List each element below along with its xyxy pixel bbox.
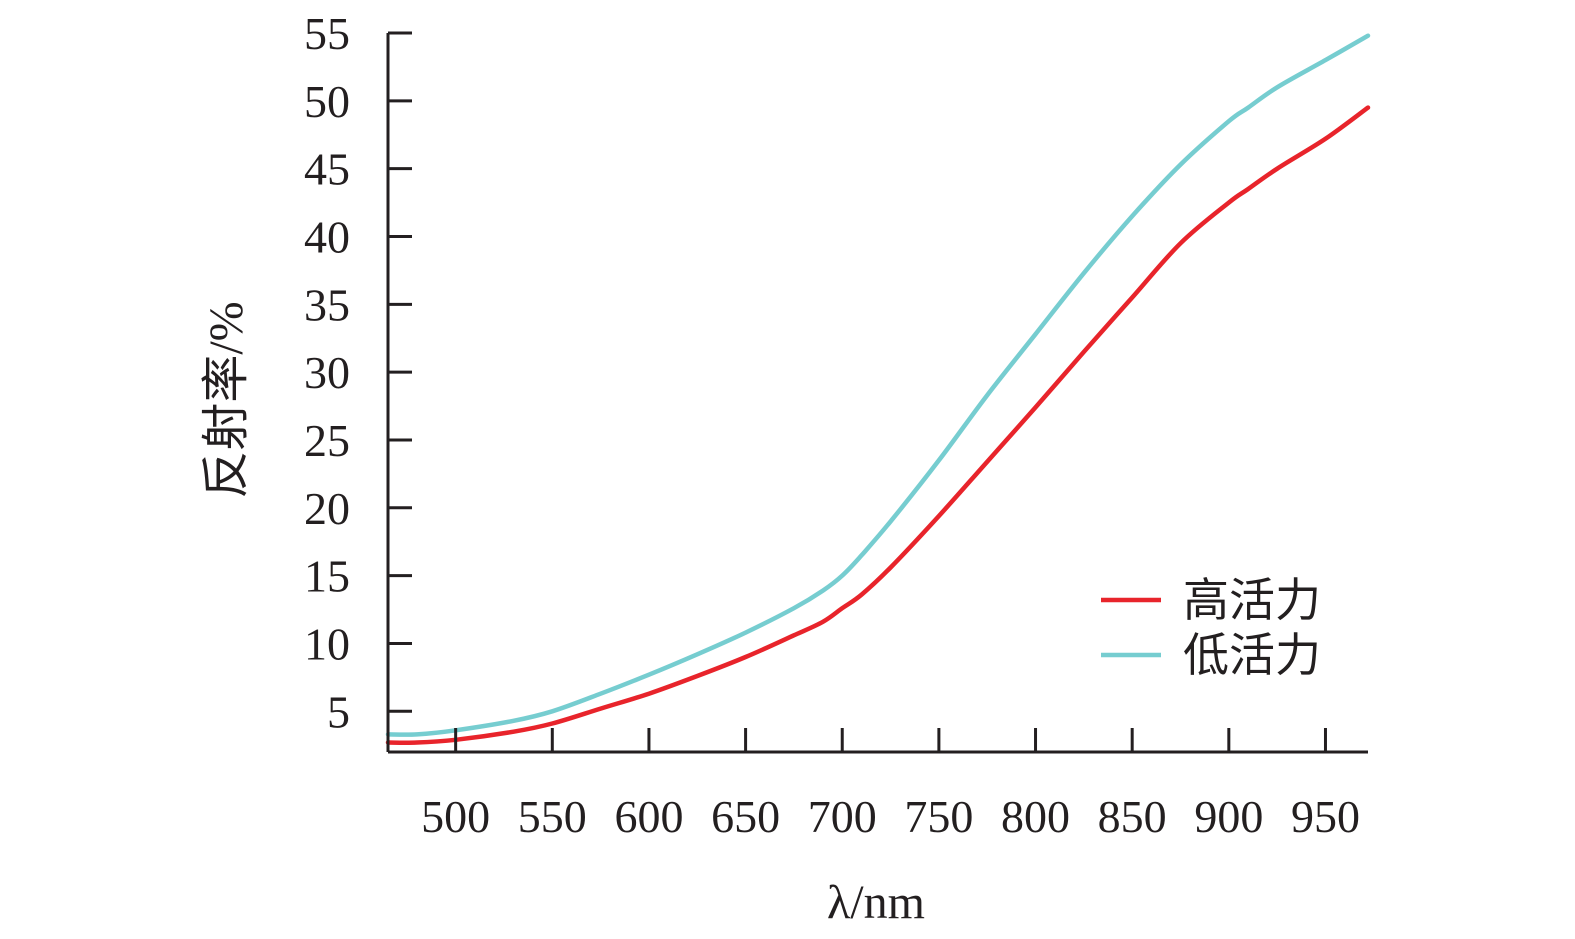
x-axis-title: λ/nm xyxy=(827,876,925,929)
x-tick-label: 550 xyxy=(518,791,587,842)
x-tick-label: 950 xyxy=(1291,791,1360,842)
y-tick-label: 40 xyxy=(304,211,350,262)
y-axis-title: 反射率/% xyxy=(200,301,253,498)
y-tick-label: 45 xyxy=(304,144,350,195)
y-tick-label: 30 xyxy=(304,347,350,398)
y-tick-label: 35 xyxy=(304,279,350,330)
series-line-0 xyxy=(385,105,1371,745)
y-tick-label: 55 xyxy=(304,8,350,59)
x-tick-label: 850 xyxy=(1098,791,1167,842)
x-tick-label: 900 xyxy=(1194,791,1263,842)
y-tick-label: 25 xyxy=(304,415,350,466)
x-tick-label: 650 xyxy=(711,791,780,842)
x-tick-label: 600 xyxy=(614,791,683,842)
legend-label-0: 高活力 xyxy=(1183,573,1321,627)
y-tick-label: 20 xyxy=(304,483,350,534)
x-tick-label: 750 xyxy=(904,791,973,842)
series-layer xyxy=(385,33,1371,745)
y-tick-label: 50 xyxy=(304,76,350,127)
series-line-1 xyxy=(385,33,1371,737)
legend-label-1: 低活力 xyxy=(1183,628,1321,682)
x-tick-label: 500 xyxy=(421,791,490,842)
y-tick-label: 15 xyxy=(304,551,350,602)
ticks-layer: 5 10 15 20 25 30 35 40 45 50 55 500 550 600 650 700 750 8… xyxy=(304,8,1360,842)
y-tick-label: 5 xyxy=(327,686,350,737)
x-tick-label: 700 xyxy=(808,791,877,842)
y-tick-label: 10 xyxy=(304,618,350,669)
x-tick-label: 800 xyxy=(1001,791,1070,842)
